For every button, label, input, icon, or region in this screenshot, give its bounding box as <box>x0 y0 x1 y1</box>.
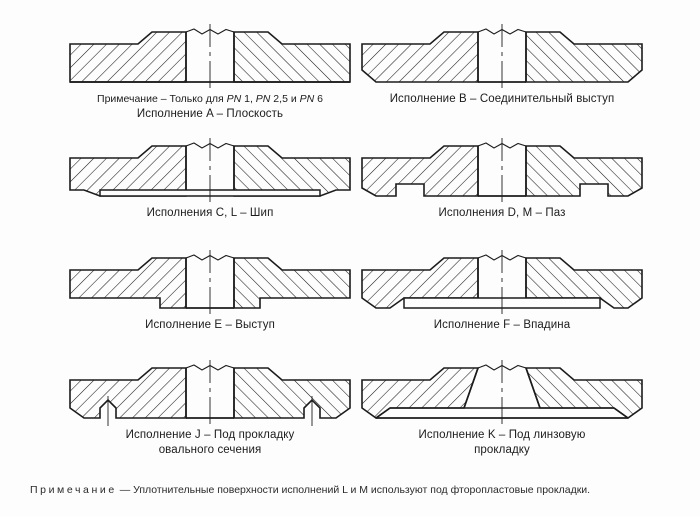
flange-k-caption: Исполнение K – Под линзовую <box>418 429 586 441</box>
flange-cl-drawing <box>69 138 351 202</box>
footnote-dash: — <box>116 484 134 496</box>
flange-j-caption-line2: овального сечения <box>158 444 262 456</box>
flange-dm-body <box>361 138 643 202</box>
flange-cl-caption: Исполнения C, L – Шип <box>146 207 274 219</box>
flange-b-drawing <box>361 24 643 88</box>
figure-footnote: Примечание — Уплотнительные поверхности … <box>30 482 678 498</box>
flange-dm-caption: Исполнения D, M – Паз <box>438 207 566 219</box>
flange-a-drawing <box>69 24 351 88</box>
footnote-lead: Примечание <box>30 484 117 496</box>
figure-flange-e: Исполнение E – Выступ <box>60 240 360 333</box>
flange-f-drawing <box>361 250 643 314</box>
flange-f-body <box>361 250 643 314</box>
flange-e-caption: Исполнение E – Выступ <box>145 319 275 331</box>
figure-flange-k: Исполнение K – Под линзовую прокладку <box>352 350 652 458</box>
flange-a-body <box>69 24 351 88</box>
flange-cl-body <box>69 138 351 202</box>
flange-dm-drawing <box>361 138 643 202</box>
flange-b-caption: Исполнение B – Соединительный выступ <box>389 93 615 105</box>
flange-k-body <box>361 360 643 424</box>
flange-k-drawing <box>361 360 643 424</box>
flange-a-note: Примечание – Только для PN 1, PN 2,5 и P… <box>97 93 323 105</box>
figure-flange-a: Примечание – Только для PN 1, PN 2,5 и P… <box>60 14 360 122</box>
footnote-text: Уплотнительные поверхности исполнений L … <box>133 484 591 496</box>
flange-j-caption: Исполнение J – Под прокладку <box>125 429 295 441</box>
flange-a-caption: Исполнение A – Плоскость <box>136 108 284 120</box>
flange-e-drawing <box>69 250 351 314</box>
figure-flange-cl: Исполнения C, L – Шип <box>60 128 360 221</box>
flange-j-body <box>69 360 351 426</box>
figure-flange-b: Исполнение B – Соединительный выступ <box>352 14 652 107</box>
flange-k-caption-line2: прокладку <box>474 444 530 456</box>
flange-f-caption: Исполнение F – Впадина <box>433 319 571 331</box>
figure-flange-f: Исполнение F – Впадина <box>352 240 652 333</box>
flange-j-drawing <box>69 360 351 426</box>
flange-e-body <box>69 250 351 314</box>
figure-flange-j: Исполнение J – Под прокладку овального с… <box>60 350 360 458</box>
flange-b-body <box>361 24 643 88</box>
figure-flange-dm: Исполнения D, M – Паз <box>352 128 652 221</box>
